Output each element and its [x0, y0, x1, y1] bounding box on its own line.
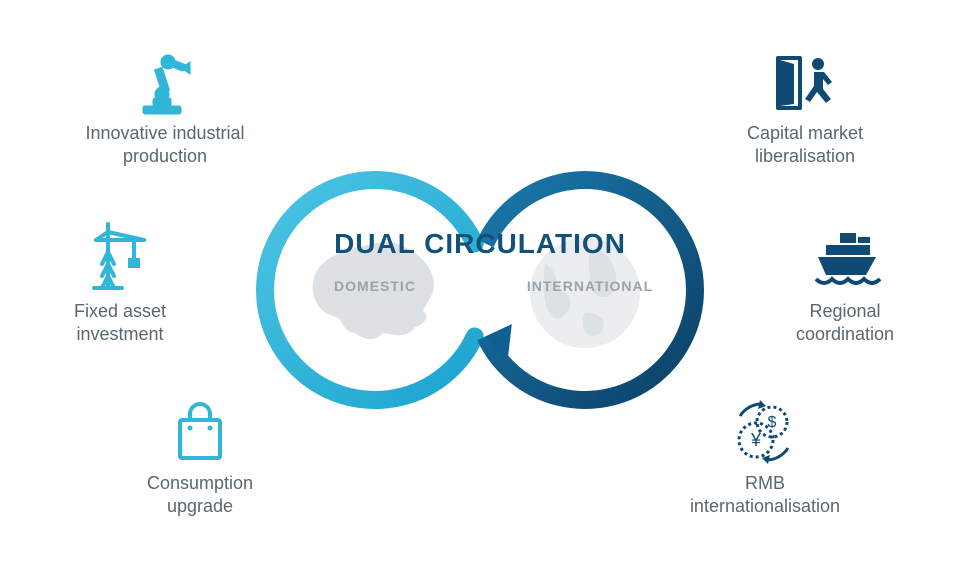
consumption-label: Consumption upgrade: [110, 472, 290, 517]
fixed-asset-label: Fixed asset investment: [40, 300, 200, 345]
innovative-label: Innovative industrial production: [70, 122, 260, 167]
svg-text:$: $: [768, 414, 777, 431]
shopping-bag-icon: [172, 402, 228, 464]
rmb-label: RMB internationalisation: [670, 472, 860, 517]
domestic-label: DOMESTIC: [315, 278, 435, 294]
center-title: DUAL CIRCULATION: [300, 228, 660, 260]
currency-swap-icon: $ ¥: [728, 396, 800, 468]
capital-label: Capital market liberalisation: [710, 122, 900, 167]
regional-label: Regional coordination: [760, 300, 930, 345]
diagram: DUAL CIRCULATION DOMESTIC INTERNATIONAL …: [0, 0, 960, 581]
ship-icon: [812, 225, 882, 291]
international-label: INTERNATIONAL: [515, 278, 665, 294]
exit-door-icon: [770, 48, 840, 118]
svg-text:¥: ¥: [750, 430, 762, 450]
crane-icon: [88, 218, 152, 294]
robot-arm-icon: [135, 48, 195, 118]
